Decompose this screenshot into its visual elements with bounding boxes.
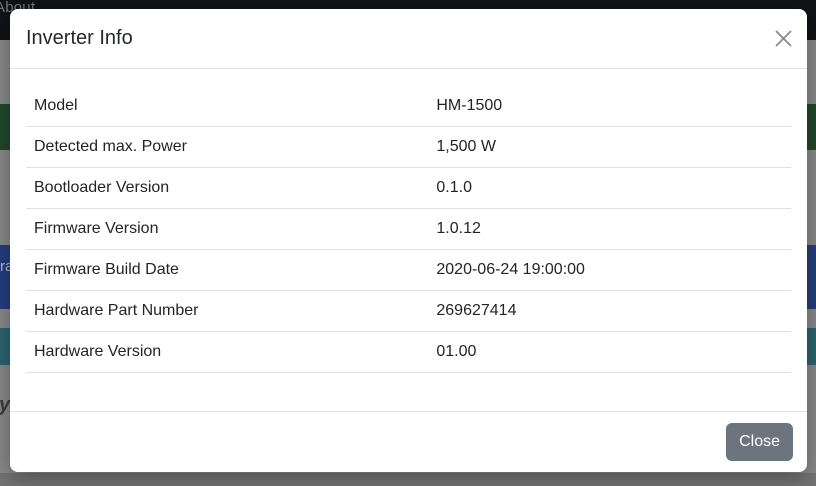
row-label: Hardware Version — [34, 343, 162, 360]
row-label: Firmware Version — [34, 220, 159, 237]
row-value: 269627414 — [436, 302, 517, 319]
row-label: Firmware Build Date — [34, 261, 179, 278]
table-row-max-power: Detected max. Power 1,500 W — [26, 127, 791, 168]
table-row-model: Model HM-1500 — [26, 86, 791, 127]
table-row-firmware-build-date: Firmware Build Date 2020-06-24 19:00:00 — [26, 250, 791, 291]
modal-footer: Close — [10, 411, 807, 472]
close-button[interactable]: Close — [726, 423, 793, 461]
close-icon — [775, 30, 792, 47]
background-partial-glyph: y — [0, 394, 11, 416]
row-value: 2020-06-24 19:00:00 — [436, 261, 585, 278]
row-label: Bootloader Version — [34, 179, 170, 196]
row-value: 01.00 — [436, 343, 477, 360]
modal-body: Model HM-1500 Detected max. Power 1,500 … — [10, 69, 807, 411]
background-bottom-band — [0, 473, 816, 486]
modal-close-button[interactable] — [767, 23, 799, 55]
row-value: HM-1500 — [436, 97, 503, 114]
modal-header: Inverter Info — [10, 9, 807, 69]
row-value: 1.0.12 — [436, 220, 481, 237]
row-label: Model — [34, 97, 78, 114]
table-row-firmware-version: Firmware Version 1.0.12 — [26, 209, 791, 250]
row-value: 0.1.0 — [436, 179, 472, 196]
row-label: Hardware Part Number — [34, 302, 199, 319]
table-row-hardware-part-number: Hardware Part Number 269627414 — [26, 291, 791, 332]
row-label: Detected max. Power — [34, 138, 187, 155]
row-value: 1,500 W — [436, 138, 496, 155]
inverter-info-table: Model HM-1500 Detected max. Power 1,500 … — [26, 86, 791, 373]
table-row-hardware-version: Hardware Version 01.00 — [26, 332, 791, 373]
table-row-bootloader-version: Bootloader Version 0.1.0 — [26, 168, 791, 209]
modal-title: Inverter Info — [26, 27, 133, 49]
inverter-info-modal: Inverter Info Model HM-1500 Detected max… — [10, 9, 807, 472]
